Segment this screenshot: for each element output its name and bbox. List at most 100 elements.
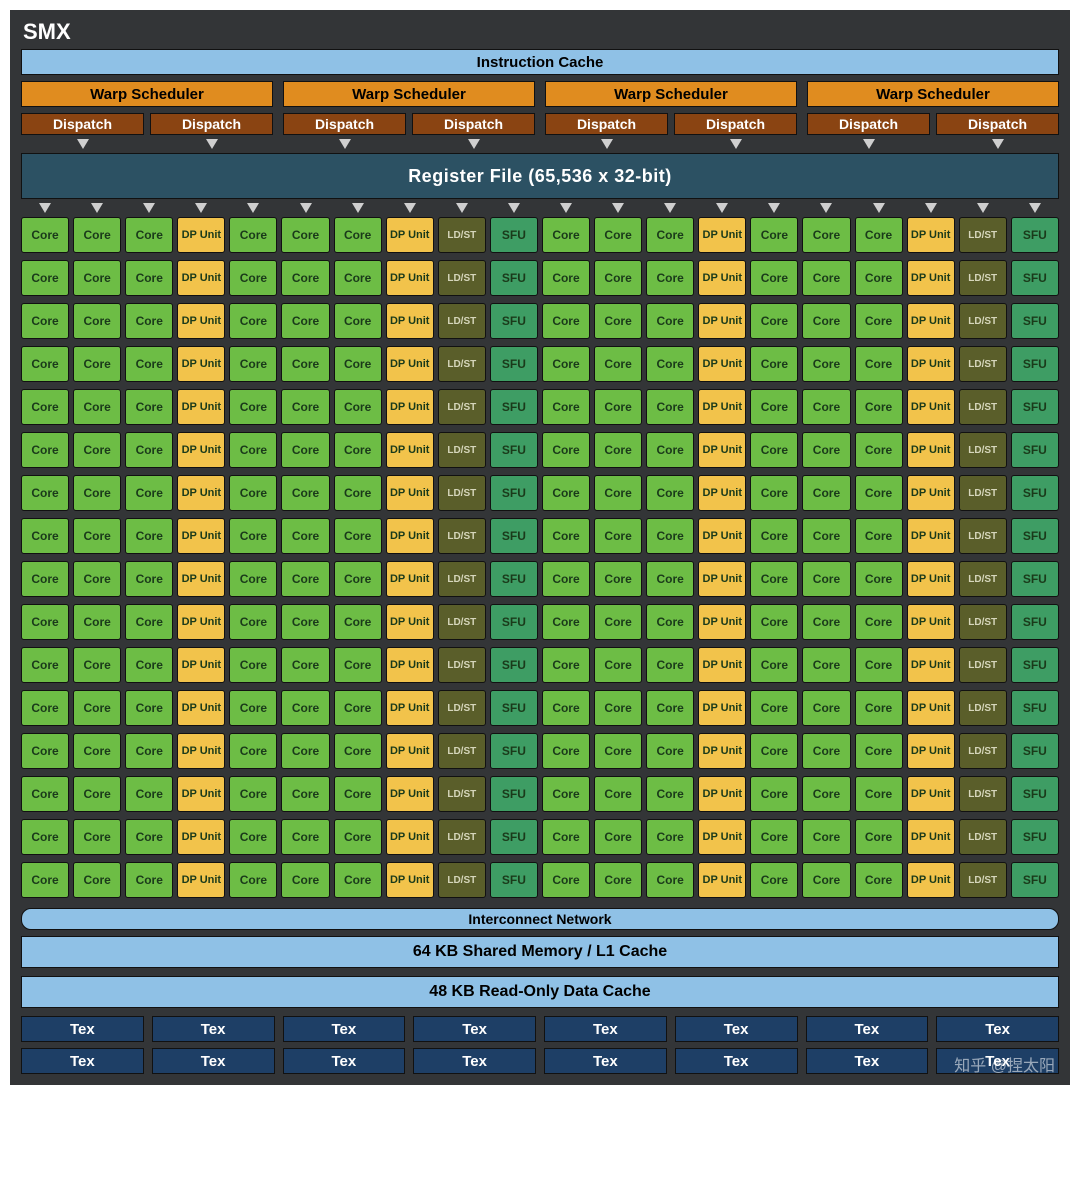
core-unit: Core: [542, 303, 590, 339]
sfu-unit: SFU: [1011, 819, 1059, 855]
arrow-down-icon: [39, 203, 51, 213]
core-row: CoreCoreCoreDP UnitCoreCoreCoreDP UnitLD…: [21, 346, 1059, 382]
ldst-unit: LD/ST: [438, 647, 486, 683]
core-row: CoreCoreCoreDP UnitCoreCoreCoreDP UnitLD…: [21, 776, 1059, 812]
ldst-unit: LD/ST: [438, 260, 486, 296]
core-unit: Core: [542, 604, 590, 640]
sfu-unit: SFU: [490, 389, 538, 425]
dp-unit: DP Unit: [907, 475, 955, 511]
tex-unit: Tex: [675, 1016, 798, 1042]
core-unit: Core: [750, 647, 798, 683]
core-unit: Core: [646, 518, 694, 554]
core-unit: Core: [334, 819, 382, 855]
core-unit: Core: [646, 260, 694, 296]
core-unit: Core: [594, 217, 642, 253]
ldst-unit: LD/ST: [959, 776, 1007, 812]
core-unit: Core: [542, 819, 590, 855]
core-row: CoreCoreCoreDP UnitCoreCoreCoreDP UnitLD…: [21, 475, 1059, 511]
core-unit: Core: [281, 260, 329, 296]
interconnect-bar: Interconnect Network: [21, 908, 1059, 930]
arrow-down-icon: [206, 139, 218, 149]
arrow-down-icon: [612, 203, 624, 213]
core-unit: Core: [21, 475, 69, 511]
dp-unit: DP Unit: [177, 346, 225, 382]
core-unit: Core: [334, 604, 382, 640]
core-unit: Core: [594, 862, 642, 898]
ldst-unit: LD/ST: [959, 432, 1007, 468]
dp-unit: DP Unit: [907, 518, 955, 554]
core-unit: Core: [281, 389, 329, 425]
core-unit: Core: [125, 776, 173, 812]
core-unit: Core: [229, 432, 277, 468]
core-unit: Core: [542, 647, 590, 683]
core-unit: Core: [334, 260, 382, 296]
core-unit: Core: [229, 561, 277, 597]
core-unit: Core: [73, 475, 121, 511]
core-unit: Core: [594, 432, 642, 468]
core-unit: Core: [229, 260, 277, 296]
arrow-down-icon: [404, 203, 416, 213]
core-unit: Core: [594, 776, 642, 812]
dp-unit: DP Unit: [907, 561, 955, 597]
core-unit: Core: [646, 776, 694, 812]
sfu-unit: SFU: [1011, 776, 1059, 812]
core-unit: Core: [802, 561, 850, 597]
core-unit: Core: [802, 389, 850, 425]
core-unit: Core: [594, 260, 642, 296]
tex-unit: Tex: [544, 1048, 667, 1074]
core-unit: Core: [21, 432, 69, 468]
dp-unit: DP Unit: [386, 217, 434, 253]
core-unit: Core: [802, 776, 850, 812]
dp-unit: DP Unit: [386, 518, 434, 554]
core-unit: Core: [646, 346, 694, 382]
core-unit: Core: [855, 475, 903, 511]
core-unit: Core: [229, 346, 277, 382]
core-unit: Core: [855, 819, 903, 855]
core-unit: Core: [334, 432, 382, 468]
core-unit: Core: [646, 303, 694, 339]
core-unit: Core: [646, 561, 694, 597]
sfu-unit: SFU: [490, 217, 538, 253]
dispatch-unit: Dispatch: [545, 113, 668, 135]
ldst-unit: LD/ST: [438, 690, 486, 726]
sfu-unit: SFU: [490, 604, 538, 640]
dispatch-unit: Dispatch: [807, 113, 930, 135]
core-unit: Core: [646, 389, 694, 425]
core-unit: Core: [542, 561, 590, 597]
warp-scheduler: Warp Scheduler: [545, 81, 797, 107]
core-unit: Core: [750, 862, 798, 898]
dp-unit: DP Unit: [177, 776, 225, 812]
dp-unit: DP Unit: [177, 733, 225, 769]
dp-unit: DP Unit: [177, 518, 225, 554]
core-unit: Core: [125, 518, 173, 554]
tex-unit: Tex: [806, 1048, 929, 1074]
core-row: CoreCoreCoreDP UnitCoreCoreCoreDP UnitLD…: [21, 862, 1059, 898]
dp-unit: DP Unit: [177, 647, 225, 683]
ldst-unit: LD/ST: [959, 819, 1007, 855]
core-unit: Core: [125, 346, 173, 382]
core-unit: Core: [855, 776, 903, 812]
core-unit: Core: [229, 518, 277, 554]
core-grid: CoreCoreCoreDP UnitCoreCoreCoreDP UnitLD…: [21, 217, 1059, 898]
core-unit: Core: [855, 432, 903, 468]
core-unit: Core: [750, 604, 798, 640]
ldst-unit: LD/ST: [438, 432, 486, 468]
dp-unit: DP Unit: [907, 303, 955, 339]
core-unit: Core: [229, 389, 277, 425]
tex-row: TexTexTexTexTexTexTexTex: [21, 1048, 1059, 1074]
core-unit: Core: [334, 389, 382, 425]
core-unit: Core: [334, 475, 382, 511]
ldst-unit: LD/ST: [438, 733, 486, 769]
core-unit: Core: [229, 647, 277, 683]
sfu-unit: SFU: [1011, 604, 1059, 640]
arrow-down-icon: [143, 203, 155, 213]
core-unit: Core: [125, 260, 173, 296]
core-unit: Core: [750, 819, 798, 855]
core-unit: Core: [229, 733, 277, 769]
core-unit: Core: [542, 518, 590, 554]
arrow-down-icon: [730, 139, 742, 149]
dp-unit: DP Unit: [386, 733, 434, 769]
register-file-bar: Register File (65,536 x 32-bit): [21, 153, 1059, 199]
arrow-down-icon: [77, 139, 89, 149]
dp-unit: DP Unit: [907, 733, 955, 769]
